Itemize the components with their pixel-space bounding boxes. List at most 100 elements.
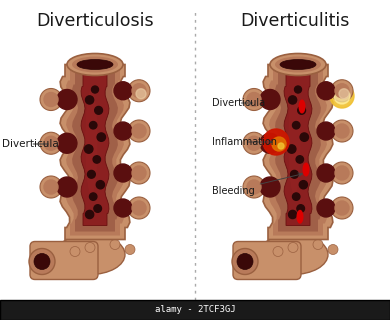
Polygon shape xyxy=(303,163,310,177)
Circle shape xyxy=(128,197,150,219)
Text: Diverticulitis: Diverticulitis xyxy=(240,12,350,30)
Circle shape xyxy=(125,244,135,254)
Circle shape xyxy=(317,82,335,100)
Circle shape xyxy=(331,120,353,142)
Circle shape xyxy=(317,199,335,217)
Circle shape xyxy=(243,89,265,110)
Circle shape xyxy=(260,177,280,197)
Ellipse shape xyxy=(237,253,253,269)
Circle shape xyxy=(128,120,150,142)
Ellipse shape xyxy=(270,53,326,76)
Circle shape xyxy=(85,145,93,153)
Circle shape xyxy=(331,197,353,219)
Circle shape xyxy=(331,80,353,102)
Circle shape xyxy=(114,199,132,217)
Circle shape xyxy=(247,92,261,107)
Circle shape xyxy=(40,176,62,198)
Circle shape xyxy=(263,129,289,155)
Circle shape xyxy=(317,164,335,182)
Circle shape xyxy=(110,239,120,250)
Circle shape xyxy=(335,124,349,138)
Circle shape xyxy=(296,156,303,163)
Ellipse shape xyxy=(275,57,321,73)
Polygon shape xyxy=(81,75,109,226)
Circle shape xyxy=(245,244,257,255)
FancyBboxPatch shape xyxy=(0,300,390,320)
FancyBboxPatch shape xyxy=(233,242,301,279)
Circle shape xyxy=(335,166,349,180)
Circle shape xyxy=(334,88,350,104)
Ellipse shape xyxy=(77,60,113,69)
Circle shape xyxy=(132,166,146,180)
Circle shape xyxy=(132,84,146,98)
Circle shape xyxy=(44,180,58,194)
Circle shape xyxy=(291,171,298,178)
Circle shape xyxy=(97,133,106,141)
Text: Diverticula: Diverticula xyxy=(212,98,265,108)
Circle shape xyxy=(272,137,286,151)
Text: Diverticula: Diverticula xyxy=(2,139,59,149)
Text: alamy - 2TCF3GJ: alamy - 2TCF3GJ xyxy=(155,306,235,315)
Circle shape xyxy=(299,180,307,189)
Circle shape xyxy=(85,210,94,219)
Polygon shape xyxy=(298,100,305,114)
Circle shape xyxy=(132,201,146,215)
Circle shape xyxy=(44,92,58,107)
Circle shape xyxy=(95,107,103,114)
Circle shape xyxy=(328,244,338,254)
Circle shape xyxy=(247,136,261,150)
Circle shape xyxy=(59,242,71,253)
Circle shape xyxy=(40,89,62,110)
Ellipse shape xyxy=(34,253,50,269)
Circle shape xyxy=(289,96,297,104)
Ellipse shape xyxy=(72,57,118,73)
Circle shape xyxy=(330,84,354,108)
Circle shape xyxy=(335,84,349,98)
Polygon shape xyxy=(72,73,118,231)
Circle shape xyxy=(128,80,150,102)
Circle shape xyxy=(85,96,94,104)
Ellipse shape xyxy=(258,235,328,275)
Ellipse shape xyxy=(29,249,55,275)
Circle shape xyxy=(294,86,301,93)
Circle shape xyxy=(339,89,349,99)
Circle shape xyxy=(292,122,300,129)
Circle shape xyxy=(87,171,95,178)
Circle shape xyxy=(243,176,265,198)
Circle shape xyxy=(57,177,77,197)
Circle shape xyxy=(273,246,283,257)
Circle shape xyxy=(96,180,105,189)
Polygon shape xyxy=(275,73,321,231)
Circle shape xyxy=(317,122,335,140)
Circle shape xyxy=(287,145,296,153)
Circle shape xyxy=(132,124,146,138)
Ellipse shape xyxy=(55,235,125,275)
Polygon shape xyxy=(263,65,333,239)
Circle shape xyxy=(136,89,146,99)
Circle shape xyxy=(278,143,284,149)
Circle shape xyxy=(89,122,97,129)
Circle shape xyxy=(247,180,261,194)
Circle shape xyxy=(335,201,349,215)
Polygon shape xyxy=(296,210,303,224)
Ellipse shape xyxy=(232,249,258,275)
Circle shape xyxy=(114,164,132,182)
Polygon shape xyxy=(284,75,312,226)
Polygon shape xyxy=(269,68,327,236)
Circle shape xyxy=(243,132,265,154)
Text: Diverticulosis: Diverticulosis xyxy=(36,12,154,30)
Circle shape xyxy=(128,162,150,184)
Circle shape xyxy=(57,133,77,153)
Polygon shape xyxy=(66,68,124,236)
Circle shape xyxy=(94,205,101,212)
Circle shape xyxy=(262,242,274,253)
Circle shape xyxy=(40,132,62,154)
Circle shape xyxy=(300,133,308,141)
Circle shape xyxy=(297,205,305,212)
Ellipse shape xyxy=(280,60,316,69)
Circle shape xyxy=(70,246,80,257)
Circle shape xyxy=(42,244,54,255)
Circle shape xyxy=(44,136,58,150)
Circle shape xyxy=(260,90,280,109)
Circle shape xyxy=(93,156,101,163)
